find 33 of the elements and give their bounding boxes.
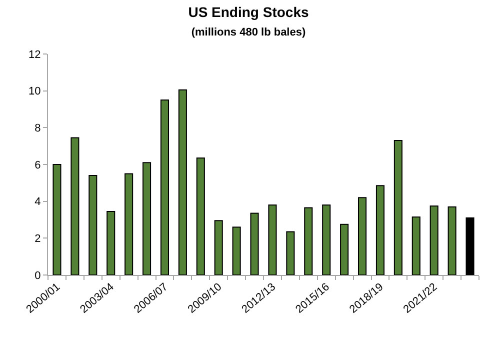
chart-subtitle: (millions 480 lb bales) bbox=[191, 26, 306, 38]
bar bbox=[178, 89, 187, 275]
bar bbox=[196, 158, 205, 275]
bar bbox=[52, 164, 62, 275]
bar bbox=[340, 224, 349, 275]
bar bbox=[70, 137, 80, 275]
chart-title: US Ending Stocks bbox=[188, 4, 309, 20]
bar bbox=[286, 231, 295, 275]
bar bbox=[358, 197, 367, 275]
bar bbox=[304, 207, 313, 275]
bar bbox=[394, 140, 402, 275]
bar bbox=[448, 206, 456, 275]
y-tick-label: 10 bbox=[28, 86, 41, 98]
y-tick-label: 12 bbox=[28, 48, 41, 61]
bar bbox=[250, 212, 259, 275]
bar bbox=[430, 205, 438, 275]
y-tick-label: 4 bbox=[34, 196, 41, 208]
y-tick-label: 6 bbox=[34, 159, 41, 172]
bar bbox=[106, 210, 116, 275]
bar bbox=[466, 217, 474, 275]
bar bbox=[232, 226, 241, 275]
y-tick-label: 0 bbox=[34, 270, 41, 282]
bar bbox=[142, 162, 152, 275]
bar bbox=[322, 204, 331, 275]
y-tick-label: 2 bbox=[34, 233, 41, 246]
bar bbox=[412, 216, 420, 275]
bar bbox=[376, 185, 384, 275]
bar bbox=[214, 220, 223, 275]
bar bbox=[268, 204, 277, 275]
bar bbox=[124, 173, 134, 275]
y-tick-label: 8 bbox=[34, 122, 41, 135]
bar bbox=[160, 100, 169, 275]
bar bbox=[88, 175, 98, 275]
